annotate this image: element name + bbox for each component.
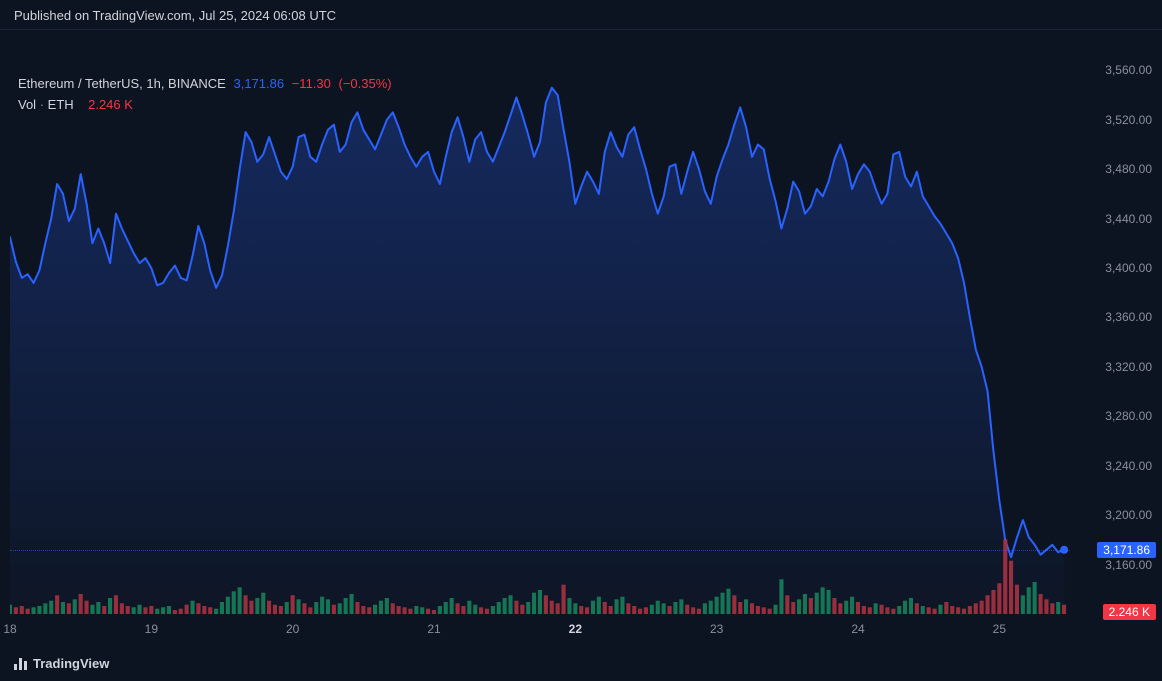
chart-container: Ethereum / TetherUS, 1h, BINANCE 3,171.8…	[0, 34, 1162, 681]
x-tick: 24	[851, 622, 864, 636]
y-tick: 3,280.00	[1105, 409, 1152, 423]
vol-symbol: ETH	[48, 97, 74, 112]
plot-area[interactable]	[10, 58, 1070, 614]
y-tick: 3,320.00	[1105, 360, 1152, 374]
tradingview-icon	[14, 658, 27, 670]
x-tick: 25	[993, 622, 1006, 636]
x-tick: 22	[569, 622, 582, 636]
brand-logo: TradingView	[14, 656, 109, 671]
x-tick: 20	[286, 622, 299, 636]
change-pct: (−0.35%)	[339, 76, 392, 91]
last-price: 3,171.86	[233, 76, 284, 91]
change-abs: −11.30	[292, 76, 331, 91]
volume-tag: 2.246 K	[1103, 604, 1156, 620]
y-tick: 3,560.00	[1105, 63, 1152, 77]
vol-value: 2.246 K	[88, 97, 133, 112]
vol-label: Vol	[18, 97, 36, 112]
y-tick: 3,360.00	[1105, 310, 1152, 324]
y-tick: 3,520.00	[1105, 113, 1152, 127]
x-tick: 18	[3, 622, 16, 636]
current-price-line	[10, 550, 1070, 551]
brand-text: TradingView	[33, 656, 109, 671]
chart-svg	[10, 58, 1070, 614]
publish-bar: Published on TradingView.com, Jul 25, 20…	[0, 0, 1162, 30]
x-axis: 1819202122232425	[10, 622, 1070, 646]
y-tick: 3,200.00	[1105, 508, 1152, 522]
x-tick: 19	[145, 622, 158, 636]
x-tick: 23	[710, 622, 723, 636]
separator-dot: ·	[40, 97, 48, 112]
published-text: Published on TradingView.com, Jul 25, 20…	[14, 8, 336, 23]
legend: Ethereum / TetherUS, 1h, BINANCE 3,171.8…	[18, 74, 396, 116]
symbol-title: Ethereum / TetherUS, 1h, BINANCE	[18, 76, 226, 91]
y-tick: 3,440.00	[1105, 212, 1152, 226]
current-price-tag: 3,171.86	[1097, 542, 1156, 558]
y-axis: 3,560.00 3,520.00 3,480.00 3,440.00 3,400.00…	[1080, 58, 1162, 614]
x-tick: 21	[427, 622, 440, 636]
y-tick: 3,160.00	[1105, 558, 1152, 572]
y-tick: 3,480.00	[1105, 162, 1152, 176]
y-tick: 3,400.00	[1105, 261, 1152, 275]
y-tick: 3,240.00	[1105, 459, 1152, 473]
